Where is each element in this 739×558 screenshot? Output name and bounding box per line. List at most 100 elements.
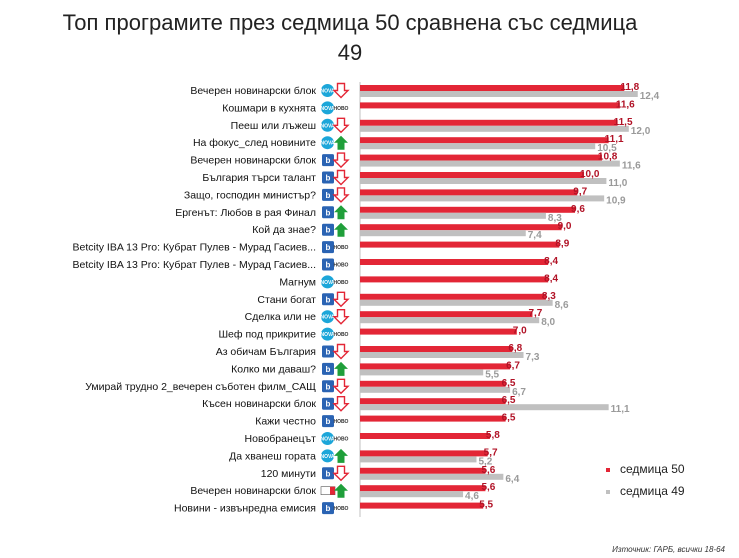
nova-logo-text: NOVA (320, 332, 334, 338)
row-label: Късен новинарски блок (202, 398, 316, 410)
trend-up-arrow-icon (334, 135, 348, 150)
bar-current (360, 450, 488, 457)
bar-current (360, 259, 549, 265)
btv-logo-text: b (326, 365, 331, 374)
row-label: Пееш или лъжеш (231, 120, 316, 132)
bar-previous (360, 369, 484, 376)
value-label-previous: 12,0 (631, 126, 651, 137)
value-label-previous: 8,6 (555, 300, 569, 311)
new-badge: НОВО (334, 419, 349, 425)
legend-swatch-previous (606, 490, 610, 494)
row-label: Вечерен новинарски блок (190, 155, 316, 167)
bar-previous (360, 195, 605, 202)
btv-logo-icon (322, 171, 334, 184)
row-label: 120 минути (261, 468, 316, 480)
value-label-previous: 5,5 (485, 369, 499, 380)
row-label: Вечерен новинарски блок (190, 85, 316, 97)
bar-previous (360, 212, 546, 219)
btv-logo-icon (322, 223, 334, 236)
value-label-current: 6,8 (508, 343, 522, 354)
nova-logo-text: NOVA (320, 454, 334, 460)
btv-logo-text: b (326, 261, 331, 270)
row-label: Стани богат (257, 294, 316, 306)
chart-title: Топ програмите през седмица 50 сравнена … (62, 10, 638, 65)
nova-logo-icon (321, 118, 334, 132)
legend-label-previous: седмица 49 (620, 484, 685, 498)
new-badge: НОВО (334, 245, 349, 251)
value-label-current: 5,5 (479, 500, 493, 511)
bar-current (360, 398, 506, 405)
btv-logo-text: b (326, 295, 331, 304)
row-label: Вечерен новинарски блок (190, 485, 316, 497)
value-label-current: 6,5 (502, 378, 516, 389)
value-label-previous: 7,4 (528, 230, 542, 241)
value-label-previous: 7,3 (526, 352, 540, 363)
btv-logo-icon (322, 188, 334, 201)
bar-previous (360, 473, 504, 480)
bar-current (360, 224, 562, 231)
trend-down-arrow-icon (332, 152, 350, 169)
row-label: Умирай трудно 2_вечерен съботен филм_САЩ (85, 381, 316, 393)
row-label: Betcity IBA 13 Pro: Кубрат Пулев - Мурад… (72, 259, 316, 271)
value-label-previous: 10,5 (597, 143, 617, 154)
nova-logo-text: NOVA (320, 123, 334, 129)
btv-logo-icon (322, 258, 334, 271)
row-label: Шеф под прикритие (218, 329, 316, 341)
trend-up-arrow-icon (334, 361, 348, 376)
value-label-current: 7,7 (528, 308, 542, 319)
bar-current (360, 119, 618, 126)
row-label: Кажи честно (255, 416, 316, 428)
row-label: Новини - извънредна емисия (174, 503, 316, 515)
bar-current (360, 172, 584, 178)
btv-logo-icon (322, 415, 334, 428)
nova-logo-text: NOVA (320, 280, 334, 286)
bar-current (360, 467, 486, 474)
btv-logo-icon (322, 502, 334, 515)
row-label: Новобранецът (245, 433, 317, 445)
bnt-logo-mark (330, 486, 335, 495)
btv-logo-icon (322, 241, 334, 254)
bar-previous (360, 491, 464, 498)
nova-logo-text: NOVA (320, 106, 334, 112)
legend-swatch-current (606, 468, 610, 472)
nova-logo-text: NOVA (320, 141, 334, 147)
value-label-current: 11,5 (614, 117, 633, 128)
nova-logo-icon (321, 275, 334, 289)
nova-logo-text: NOVA (320, 89, 334, 95)
trend-down-arrow-icon (332, 117, 350, 134)
btv-logo-text: b (326, 174, 331, 183)
btv-logo-icon (322, 206, 334, 219)
row-label: Защо, господин министър? (184, 189, 316, 201)
btv-logo-text: b (326, 156, 331, 165)
btv-logo-icon (322, 293, 334, 306)
trend-up-arrow-icon (334, 448, 348, 463)
trend-up-arrow-icon (334, 483, 348, 498)
value-label-current: 9,6 (571, 204, 585, 215)
value-label-current: 8,4 (544, 256, 558, 267)
row-label: Ергенът: Любов в рая Финал (175, 207, 316, 219)
new-badge: НОВО (334, 280, 349, 286)
value-label-previous: 8,3 (548, 213, 562, 224)
value-label-current: 8,4 (544, 273, 558, 284)
bar-current (360, 485, 486, 492)
value-label-current: 9,0 (558, 221, 572, 232)
bar-current (360, 346, 513, 352)
value-label-current: 11,6 (616, 99, 635, 110)
value-label-previous: 12,4 (640, 91, 660, 102)
btv-logo-text: b (326, 417, 331, 426)
bar-current (360, 415, 506, 422)
new-badge: НОВО (334, 506, 349, 512)
nova-logo-icon (321, 84, 334, 97)
value-label-current: 6,5 (502, 413, 516, 424)
row-label: Магнум (279, 276, 316, 288)
bar-current (360, 433, 490, 439)
trend-down-arrow-icon (332, 169, 350, 186)
value-label-current: 5,8 (486, 430, 500, 441)
value-label-previous: 11,6 (622, 161, 641, 172)
trend-down-arrow-icon (332, 465, 350, 482)
btv-logo-icon (322, 397, 334, 410)
btv-logo-text: b (326, 191, 331, 200)
value-label-previous: 6,7 (512, 387, 526, 398)
row-label: Кошмари в кухнята (222, 102, 316, 114)
